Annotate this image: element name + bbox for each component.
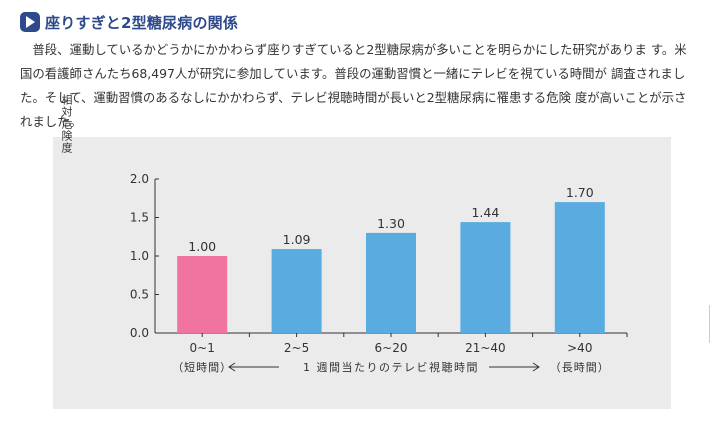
x-axis-label: 1 週間当たりのテレビ視聴時間 xyxy=(303,360,479,374)
x-tick-label: 6~20 xyxy=(375,341,408,355)
x-tick-label: 0~1 xyxy=(190,341,215,355)
x-tick-label: 21~40 xyxy=(465,341,506,355)
bar-value-label: 1.70 xyxy=(566,185,594,200)
chart-panel: 0.0 0.5 1.0 1.5 2.0 1.00 0~1 1.09 2~5 1.30 6~20 1.4… xyxy=(53,137,671,409)
bar xyxy=(366,232,416,333)
bar-value-label: 1.44 xyxy=(471,205,499,220)
section-header: 座りすぎと2型糖尿病の関係 xyxy=(20,10,238,34)
y-tick-label: 2.0 xyxy=(130,172,149,186)
arrow-right-head xyxy=(532,362,540,372)
bar-value-label: 1.30 xyxy=(377,216,405,231)
bar-chart: 0.0 0.5 1.0 1.5 2.0 1.00 0~1 1.09 2~5 1.30 6~20 1.4… xyxy=(130,172,628,374)
x-tick-label: 2~5 xyxy=(284,341,309,355)
bar-value-label: 1.09 xyxy=(283,232,311,247)
y-axis-label: 相対危険度 xyxy=(60,94,73,154)
y-tick-label: 0.5 xyxy=(130,288,149,302)
arrow-left-head xyxy=(228,362,236,372)
scrollbar-edge xyxy=(709,305,710,343)
x-label-long: （長時間） xyxy=(550,361,610,374)
section-title: 座りすぎと2型糖尿病の関係 xyxy=(45,13,239,32)
y-tick-label: 1.5 xyxy=(130,211,149,225)
bar xyxy=(554,202,605,333)
bar xyxy=(177,256,228,333)
x-tick-label: >40 xyxy=(567,341,592,355)
y-tick-label: 0.0 xyxy=(130,326,149,340)
bar xyxy=(460,222,511,333)
body-paragraph: 普段、運動しているかどうかにかかわらず座りすぎていると2型糖尿病が多いことを明ら… xyxy=(20,42,687,129)
bar-value-label: 1.00 xyxy=(188,239,216,254)
x-label-short: （短時間） xyxy=(172,360,232,374)
play-icon xyxy=(20,12,40,32)
y-tick-label: 1.0 xyxy=(130,249,149,263)
bar xyxy=(271,249,322,333)
